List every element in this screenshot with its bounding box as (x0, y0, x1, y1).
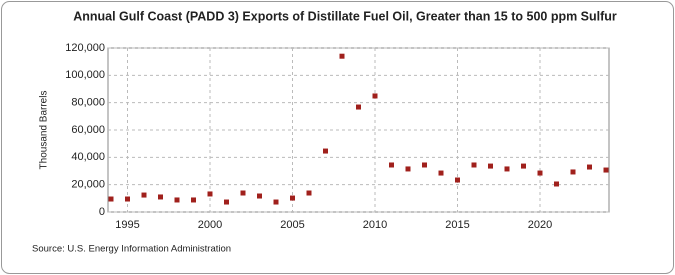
x-tick-label: 2005 (280, 219, 304, 231)
data-point (240, 190, 246, 196)
x-tick-label: 2010 (363, 219, 387, 231)
data-point (488, 163, 493, 169)
x-tick-label: 2020 (528, 219, 552, 231)
data-point (504, 166, 510, 172)
data-point (554, 181, 559, 187)
data-point (323, 148, 328, 154)
data-point (257, 193, 262, 199)
data-point (191, 197, 196, 203)
data-point (224, 199, 229, 205)
y-tick-label: 20,000 (71, 179, 105, 191)
data-point (587, 164, 592, 170)
y-tick-label: 80,000 (71, 97, 105, 109)
data-point (405, 166, 411, 172)
x-tick-label: 2015 (445, 219, 469, 231)
source: Source: U.S. Energy Information Administ… (32, 244, 231, 255)
data-point (471, 162, 477, 168)
y-tick-label: 0 (99, 206, 105, 218)
x-tick-label: 2000 (198, 219, 222, 231)
data-point (108, 196, 114, 202)
data-point (273, 199, 279, 205)
data-point (389, 162, 394, 168)
data-point (537, 170, 543, 176)
y-tick-label: 40,000 (71, 151, 105, 163)
data-point (290, 195, 295, 201)
y-tick-label: 120,000 (65, 42, 105, 54)
y-tick-label: 100,000 (65, 69, 105, 81)
data-point (372, 93, 378, 99)
y-axis-label: Thousand Barrels (39, 91, 50, 170)
data-point (570, 169, 576, 175)
data-point (356, 104, 361, 110)
data-point (125, 196, 130, 202)
data-point (207, 191, 213, 197)
data-point (438, 170, 444, 176)
data-point (603, 167, 609, 173)
y-tick-label: 60,000 (71, 124, 105, 136)
data-point (455, 177, 460, 183)
data-point (306, 190, 312, 196)
data-point (521, 163, 526, 169)
data-point (141, 192, 147, 198)
data-point (339, 53, 345, 59)
data-point (422, 162, 427, 168)
data-point (158, 194, 163, 200)
data-point (174, 197, 180, 203)
chart-title: Annual Gulf Coast (PADD 3) Exports of Di… (73, 9, 617, 23)
x-tick-label: 1995 (115, 219, 139, 231)
